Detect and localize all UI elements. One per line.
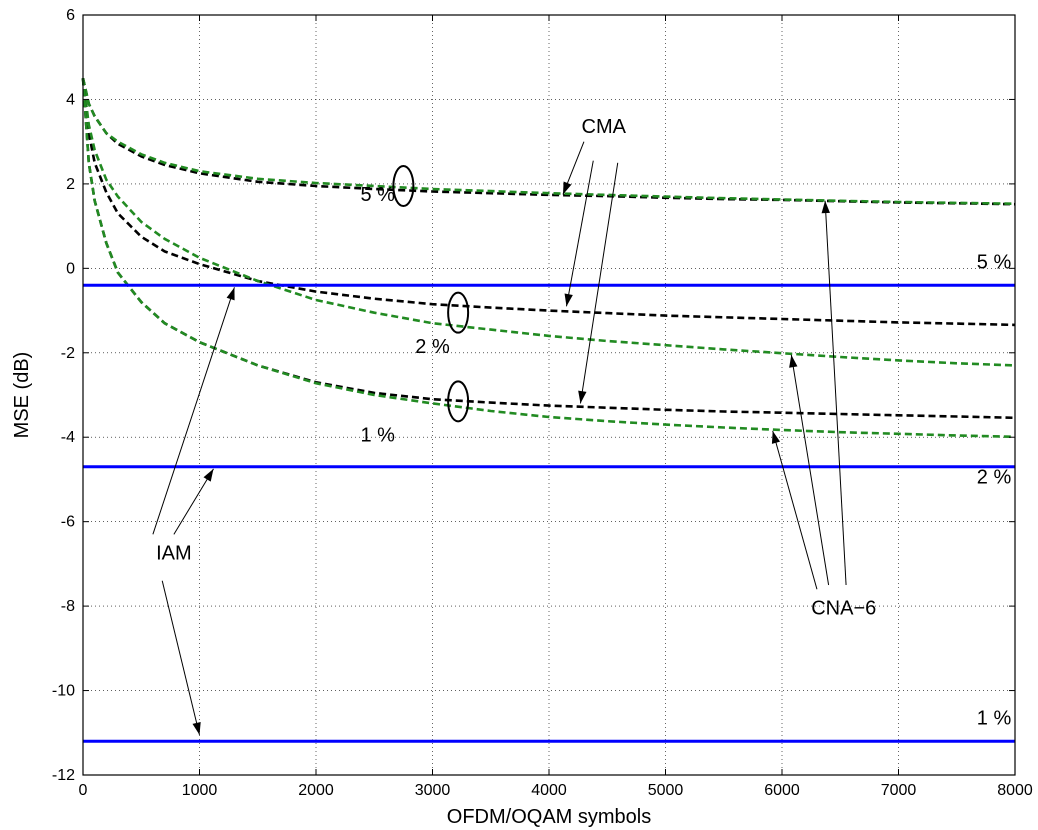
label-cma: CMA bbox=[582, 116, 627, 138]
y-tick-label: 2 bbox=[66, 176, 75, 193]
cna6-curve-1pct bbox=[81, 78, 1016, 439]
label-5pct-curves: 5 % bbox=[361, 184, 396, 206]
label-1pct-curves: 1 % bbox=[361, 424, 396, 446]
cma-curve-2pct bbox=[81, 78, 1016, 327]
axes-frame bbox=[82, 14, 1016, 776]
y-axis-label: MSE (dB) bbox=[11, 352, 33, 439]
label-iam: IAM bbox=[156, 543, 192, 565]
y-tick-label: -6 bbox=[61, 514, 75, 531]
arrow-cna6-1pct-shaft bbox=[772, 430, 818, 590]
y-tick-label: 0 bbox=[66, 260, 75, 277]
label-iam-1pct: 1 % bbox=[977, 707, 1012, 729]
arrow-iam-2pct-shaft bbox=[173, 468, 214, 535]
arrow-iam-5pct-head bbox=[226, 287, 235, 301]
ellipse-1pct bbox=[447, 380, 470, 423]
y-tick-label: -12 bbox=[52, 767, 75, 784]
x-axis-label: OFDM/OQAM symbols bbox=[447, 806, 651, 828]
arrow-cma-2pct-head bbox=[564, 293, 573, 307]
arrow-cma-1pct-head bbox=[578, 390, 587, 404]
y-tick-label: -8 bbox=[61, 598, 75, 615]
arrow-cma-1pct-shaft bbox=[579, 162, 619, 404]
label-cna6: CNA−6 bbox=[811, 598, 876, 620]
label-2pct-curves: 2 % bbox=[415, 336, 450, 358]
cna6-curve-5pct bbox=[81, 78, 1016, 205]
y-tick-label: 6 bbox=[66, 7, 75, 24]
arrow-iam-1pct-shaft bbox=[161, 580, 200, 736]
arrow-cma-2pct-shaft bbox=[565, 160, 594, 307]
arrow-cma-5pct-head bbox=[562, 181, 572, 195]
x-tick-label: 6000 bbox=[764, 782, 800, 799]
x-tick-label: 0 bbox=[79, 782, 88, 799]
x-tick-label: 7000 bbox=[881, 782, 917, 799]
x-tick-label: 1000 bbox=[182, 782, 218, 799]
arrow-iam-2pct-head bbox=[203, 468, 214, 482]
label-iam-5pct: 5 % bbox=[977, 251, 1012, 273]
y-tick-label: -2 bbox=[61, 345, 75, 362]
x-tick-label: 4000 bbox=[531, 782, 567, 799]
y-tick-label: -10 bbox=[52, 683, 75, 700]
y-tick-label: -4 bbox=[61, 429, 75, 446]
x-tick-label: 2000 bbox=[298, 782, 334, 799]
x-tick-label: 5000 bbox=[648, 782, 684, 799]
arrow-iam-5pct-shaft bbox=[152, 287, 235, 535]
ellipse-2pct bbox=[447, 291, 470, 334]
arrow-cna6-1pct-head bbox=[771, 430, 781, 444]
y-tick-label: 4 bbox=[66, 91, 75, 108]
arrow-cna6-2pct-shaft bbox=[790, 354, 830, 586]
label-iam-2pct: 2 % bbox=[977, 467, 1012, 489]
arrow-cna6-5pct-shaft bbox=[824, 200, 847, 586]
arrow-cna6-5pct-head bbox=[821, 200, 830, 214]
arrow-cna6-2pct-head bbox=[789, 354, 798, 368]
arrow-iam-1pct-head bbox=[192, 721, 201, 735]
x-tick-label: 8000 bbox=[997, 782, 1033, 799]
ellipse-5pct bbox=[392, 165, 415, 207]
cna6-curve-2pct bbox=[81, 78, 1016, 367]
x-tick-label: 3000 bbox=[415, 782, 451, 799]
